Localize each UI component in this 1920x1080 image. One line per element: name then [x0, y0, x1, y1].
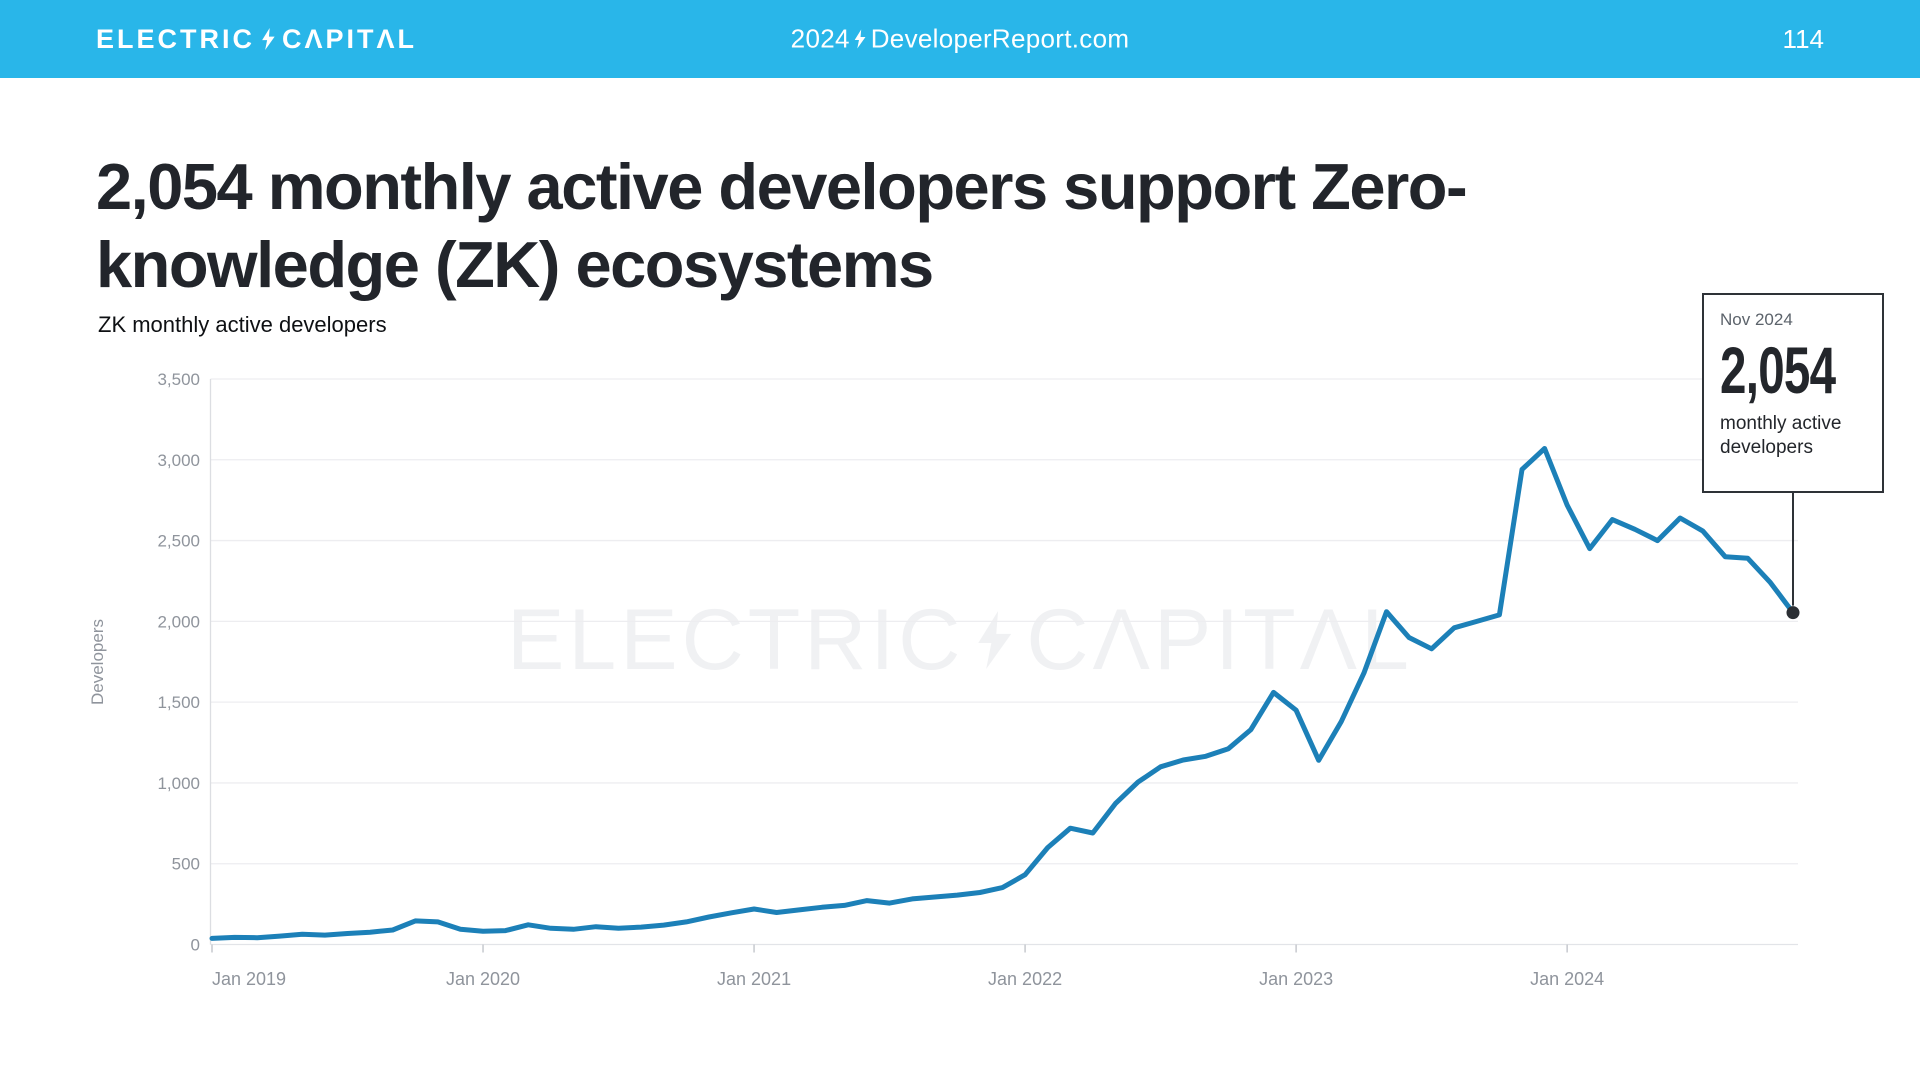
y-axis-label-2,000: 2,000 [157, 612, 200, 631]
report-site-text: DeveloperReport.com [870, 23, 1130, 54]
y-axis-title: Developers [88, 619, 107, 705]
last-data-point-marker [1786, 606, 1800, 620]
y-axis-label-3,000: 3,000 [157, 451, 200, 470]
report-year: 2024 [790, 23, 850, 54]
x-axis-label-Jan 2020: Jan 2020 [446, 969, 520, 989]
x-axis-label-Jan 2019: Jan 2019 [212, 969, 286, 989]
lightning-bolt-icon [262, 28, 275, 50]
x-axis-label-Jan 2023: Jan 2023 [1259, 969, 1333, 989]
y-axis-label-2,500: 2,500 [157, 532, 200, 551]
y-axis-label-1,500: 1,500 [157, 693, 200, 712]
electric-capital-watermark: ELECTRIC CΛPITΛL [507, 592, 1413, 688]
y-axis-label-0: 0 [191, 936, 200, 955]
lightning-bolt-icon [978, 611, 1012, 669]
electric-capital-logo: ELECTRIC CΛPITΛL [96, 24, 417, 55]
slide-title: 2,054 monthly active developers support … [96, 149, 1468, 301]
logo-electric-text: ELECTRIC [96, 23, 255, 54]
report-header: ELECTRIC CΛPITΛL 2024 DeveloperReport.co… [0, 0, 1920, 78]
logo-capital-text: CΛPITΛL [282, 23, 418, 54]
latest-value-callout: Nov 2024 2,054 monthly active developers [1702, 293, 1884, 493]
x-axis-label-Jan 2022: Jan 2022 [988, 969, 1062, 989]
chart-title: ZK monthly active developers [98, 312, 387, 337]
page-number: 114 [1782, 23, 1824, 54]
zk-developers-line [209, 446, 1796, 941]
y-axis-label-1,000: 1,000 [157, 774, 200, 793]
callout-caption: monthly active developers [1720, 413, 1842, 458]
y-axis-label-500: 500 [172, 855, 200, 874]
callout-value: 2,054 [1720, 333, 1836, 407]
lightning-bolt-icon [854, 29, 866, 49]
callout-date: Nov 2024 [1720, 310, 1793, 329]
y-axis-label-3,500: 3,500 [157, 370, 200, 389]
x-axis-label-Jan 2024: Jan 2024 [1530, 969, 1604, 989]
x-axis-label-Jan 2021: Jan 2021 [717, 969, 791, 989]
report-site-link[interactable]: 2024 DeveloperReport.com [791, 24, 1130, 55]
